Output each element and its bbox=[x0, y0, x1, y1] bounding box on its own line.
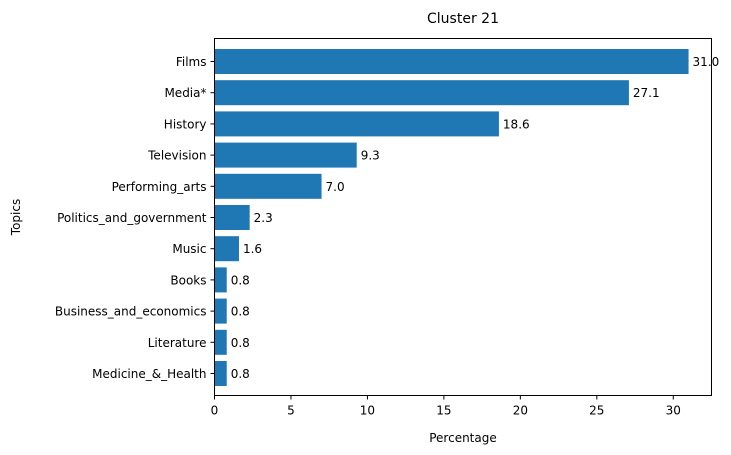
x-tick-label: 30 bbox=[666, 404, 681, 418]
y-tick-label: Performing_arts bbox=[112, 180, 207, 194]
data-label: 1.6 bbox=[243, 242, 262, 256]
x-tick-label: 5 bbox=[287, 404, 295, 418]
data-label: 18.6 bbox=[503, 117, 530, 131]
y-axis-ticks: Films Media* History Television Performing_a… bbox=[55, 55, 215, 381]
y-tick-label: Television bbox=[147, 149, 206, 163]
y-tick-label: Media* bbox=[164, 86, 206, 100]
y-tick-label: Medicine_&_Health bbox=[92, 367, 206, 381]
data-label: 7.0 bbox=[326, 180, 345, 194]
bar bbox=[214, 361, 227, 386]
y-tick-label: Books bbox=[170, 273, 206, 287]
y-tick-label: Films bbox=[176, 55, 207, 69]
data-label: 0.8 bbox=[231, 367, 250, 381]
bar bbox=[214, 267, 227, 293]
x-tick-label: 0 bbox=[211, 404, 219, 418]
bar bbox=[214, 205, 250, 230]
y-tick-label: History bbox=[164, 117, 207, 131]
x-tick-label: 20 bbox=[513, 404, 528, 418]
data-label: 0.8 bbox=[231, 305, 250, 319]
bar bbox=[214, 236, 239, 262]
plot-frame bbox=[214, 38, 712, 396]
y-tick-label: Business_and_economics bbox=[55, 305, 207, 319]
x-tick-label: 15 bbox=[436, 404, 451, 418]
chart-title: Cluster 21 bbox=[427, 11, 499, 27]
y-tick-label: Literature bbox=[148, 336, 207, 350]
x-axis-ticks: 0 5 10 15 20 25 30 bbox=[211, 395, 681, 418]
data-label: 27.1 bbox=[633, 86, 660, 100]
data-label: 0.8 bbox=[231, 336, 250, 350]
bar bbox=[214, 329, 227, 355]
data-label: 9.3 bbox=[361, 149, 380, 163]
bar bbox=[214, 80, 629, 106]
x-tick-label: 25 bbox=[589, 404, 604, 418]
data-label: 2.3 bbox=[254, 211, 273, 225]
data-label: 0.8 bbox=[231, 273, 250, 287]
y-tick-label: Music bbox=[172, 242, 206, 256]
y-tick-label: Politics_and_government bbox=[57, 211, 207, 225]
y-axis-label: Topics bbox=[9, 199, 23, 236]
bar bbox=[214, 142, 357, 168]
data-label: 31.0 bbox=[693, 55, 720, 69]
bar bbox=[214, 173, 322, 199]
bar bbox=[214, 111, 499, 137]
data-labels-group: 31.0 27.1 18.6 9.3 7.0 2.3 1.6 0.8 0.8 0.8 0.8 bbox=[231, 55, 720, 381]
bars-group bbox=[214, 49, 689, 386]
x-tick-label: 10 bbox=[360, 404, 375, 418]
bar bbox=[214, 49, 689, 74]
bar bbox=[214, 298, 227, 324]
x-axis-label: Percentage bbox=[429, 431, 497, 445]
